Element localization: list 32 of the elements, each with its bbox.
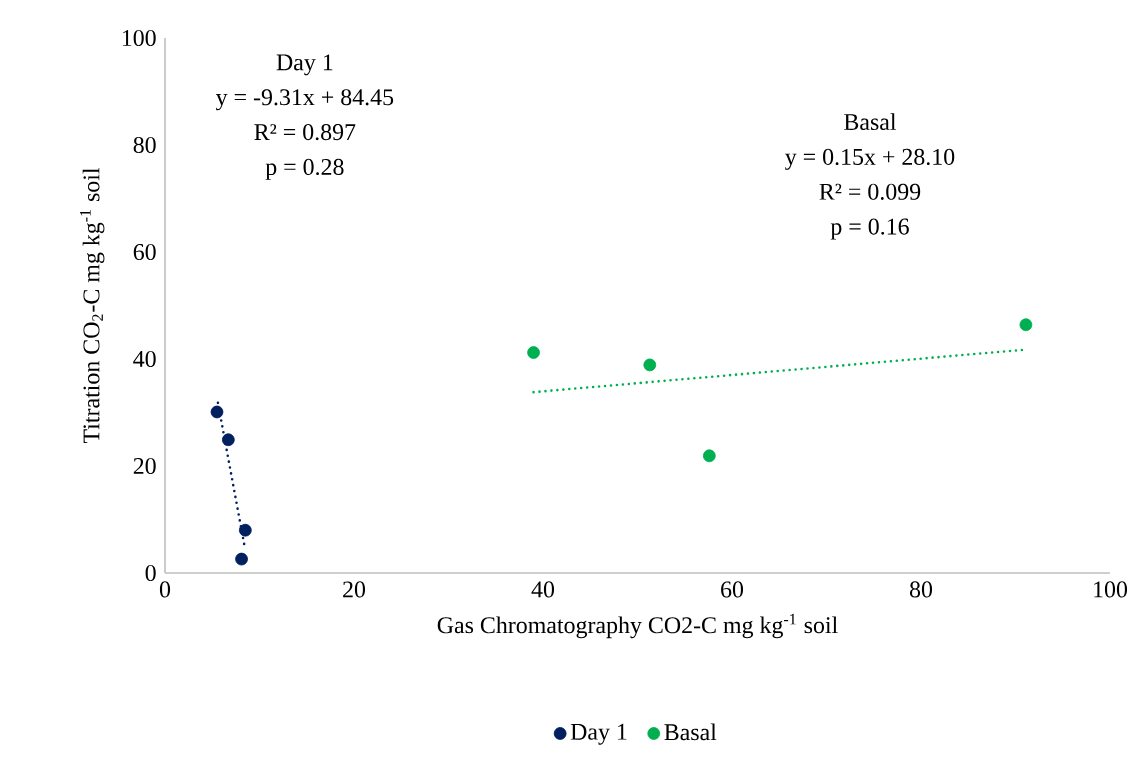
x-tick-label: 60 — [721, 581, 744, 598]
point — [210, 405, 224, 419]
point — [702, 449, 716, 463]
y-tick-label: 80 — [133, 136, 156, 154]
point — [527, 346, 540, 359]
x-tick-label: 40 — [531, 581, 555, 598]
annotation: R² = 0.099 — [819, 183, 921, 200]
annotation: p = 0.28 — [265, 158, 344, 180]
annotation: R² = 0.897 — [254, 124, 356, 141]
x-tick-label: 20 — [343, 581, 366, 598]
y-tick-label: 60 — [133, 243, 156, 261]
annotation: Basal — [844, 113, 897, 131]
annotation: Day 1 — [276, 54, 333, 76]
y-axis-title: Titration CO$_{2}$-C mg kg$^{-1}$ soil — [80, 167, 105, 444]
point — [643, 358, 657, 372]
point — [235, 552, 248, 566]
point — [221, 433, 235, 447]
legend-label: Day 1 — [570, 723, 627, 745]
y-tick-label: 40 — [133, 350, 156, 368]
legend-label: Basal — [664, 723, 717, 741]
x-axis-title: Gas Chromatography CO2-C mg kg$^{-1}$ soil — [437, 613, 838, 639]
annotation: p = 0.16 — [830, 218, 909, 240]
point — [1019, 318, 1033, 332]
x-tick-label: 0 — [159, 581, 171, 598]
x-tick-label: 100 — [1094, 581, 1128, 598]
point — [238, 523, 252, 537]
y-tick-label: 20 — [133, 457, 156, 475]
x-tick-label: 80 — [909, 581, 933, 598]
y-tick-label: 0 — [145, 564, 156, 582]
annotation: y = -9.31x + 84.45 — [215, 89, 394, 111]
annotation: y = 0.15x + 28.10 — [785, 148, 955, 170]
y-tick-label: 100 — [122, 29, 156, 47]
